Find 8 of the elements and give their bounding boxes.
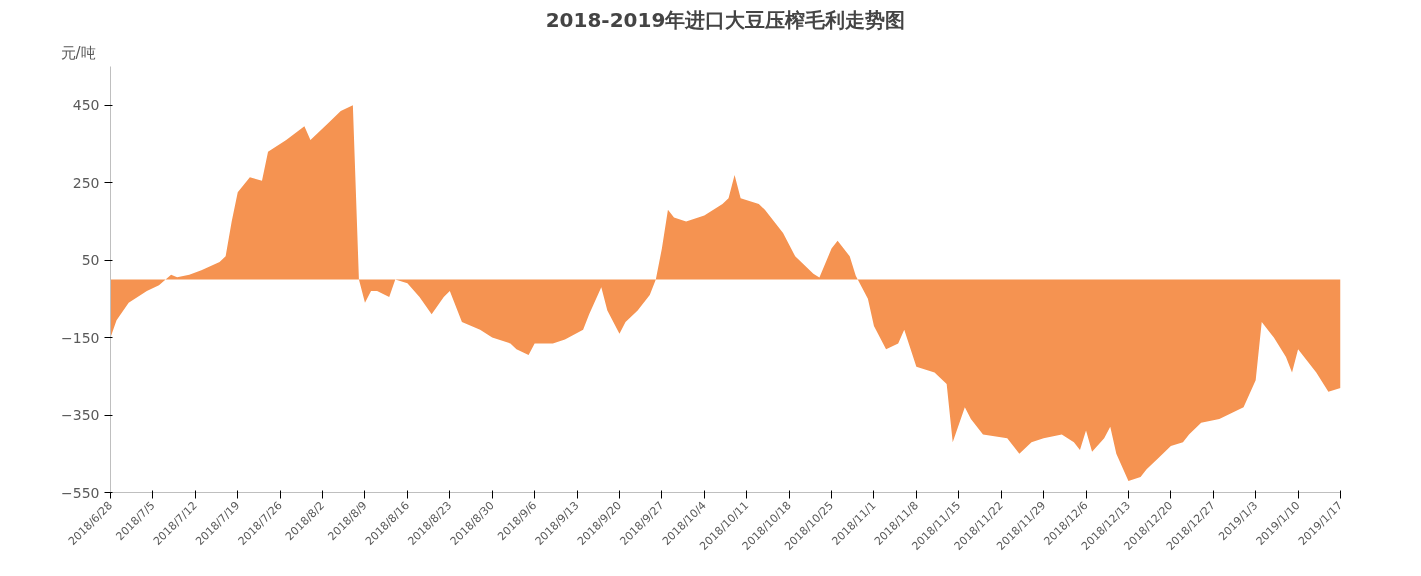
y-tick-label: 50 bbox=[81, 252, 100, 269]
y-axis-title: 元/吨 bbox=[60, 43, 96, 62]
y-tick-label: 450 bbox=[72, 97, 100, 114]
y-tick-label: −150 bbox=[61, 329, 100, 346]
y-tick-label: −550 bbox=[61, 484, 100, 501]
y-tick-label: −350 bbox=[61, 407, 100, 424]
y-tick-label: 250 bbox=[72, 174, 100, 191]
chart-title: 2018-2019年进口大豆压榨毛利走势图 bbox=[545, 7, 906, 32]
